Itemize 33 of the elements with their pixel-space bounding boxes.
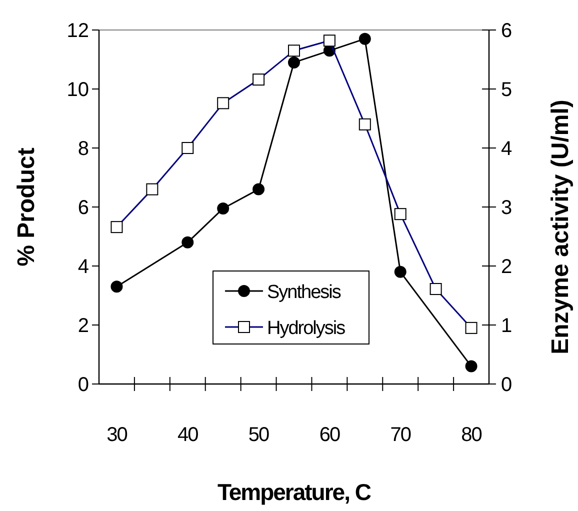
legend-label: Hydrolysis bbox=[267, 318, 346, 339]
y-tick-label: 4 bbox=[78, 256, 89, 278]
x-tick-label: 50 bbox=[248, 424, 270, 446]
point bbox=[465, 360, 478, 372]
point bbox=[182, 236, 194, 248]
x-tick-label: 60 bbox=[319, 424, 340, 446]
y2-tick-label: 0 bbox=[501, 374, 512, 396]
x-axis-title: Temperature, C bbox=[217, 479, 371, 505]
point bbox=[394, 266, 406, 278]
y2-tick-label: 1 bbox=[501, 315, 512, 337]
y2-tick-label: 5 bbox=[501, 79, 512, 101]
x-tick-label: 30 bbox=[106, 424, 128, 446]
y-tick-label: 6 bbox=[78, 197, 89, 219]
point bbox=[252, 183, 265, 196]
y2-tick-label: 3 bbox=[501, 197, 512, 219]
y2-tick-label: 4 bbox=[501, 138, 512, 160]
point bbox=[110, 280, 123, 293]
x-tick-label: 80 bbox=[461, 424, 482, 446]
y-tick-label: 2 bbox=[78, 315, 89, 337]
y-axis-title: % Product bbox=[13, 148, 40, 266]
x-tick-label: 70 bbox=[390, 424, 412, 446]
y2-tick-label: 2 bbox=[501, 256, 512, 278]
point bbox=[288, 56, 300, 68]
y2-tick-label: 6 bbox=[501, 20, 512, 42]
point bbox=[358, 32, 371, 45]
y-tick-label: 0 bbox=[78, 374, 89, 396]
y-tick-label: 12 bbox=[66, 20, 89, 42]
x-tick-label: 40 bbox=[178, 424, 199, 446]
point bbox=[217, 202, 230, 214]
y2-axis-title: Enzyme activity (U/ml) bbox=[547, 100, 574, 354]
y-tick-label: 8 bbox=[78, 138, 89, 160]
y-tick-label: 10 bbox=[66, 79, 89, 101]
legend-label: Synthesis bbox=[267, 282, 341, 303]
